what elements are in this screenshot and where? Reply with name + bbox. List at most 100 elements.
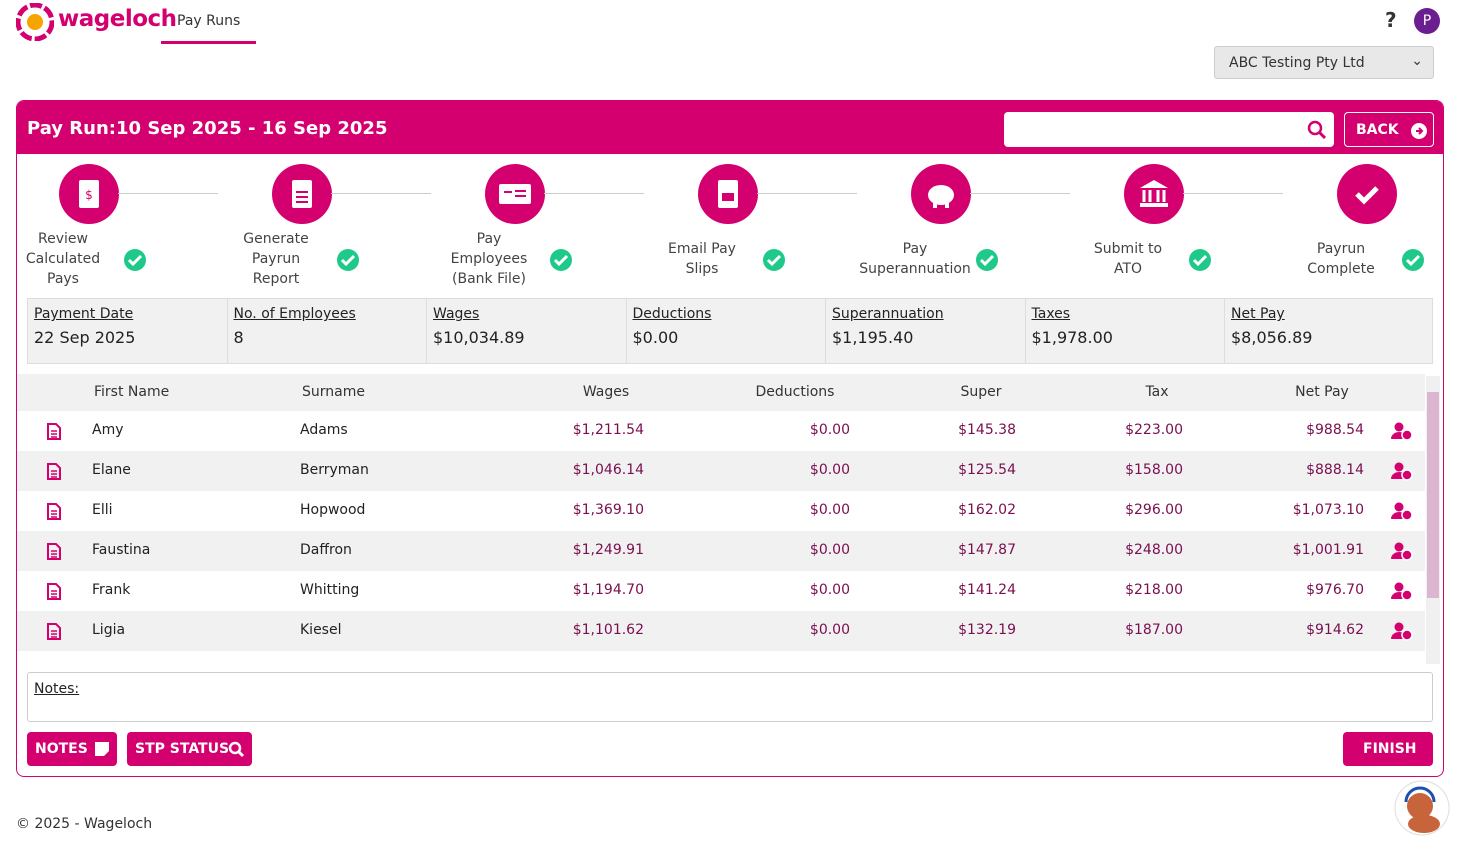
- avatar[interactable]: P: [1414, 8, 1440, 34]
- column-header: Super: [960, 384, 1002, 400]
- step-glyph: [928, 185, 954, 208]
- back-label: BACK: [1356, 122, 1399, 138]
- chat-mascot[interactable]: [1394, 780, 1450, 836]
- step-label-line: Email Pay: [668, 241, 736, 257]
- table-cell: $0.00: [809, 582, 850, 598]
- step-label-line: Slips: [685, 261, 719, 277]
- step-label: Email Pay Slips: [637, 239, 767, 279]
- summary-cell: Net Pay $8,056.89: [1225, 299, 1425, 363]
- summary-cell: Deductions $0.00: [627, 299, 826, 363]
- summary-value: $10,034.89: [433, 328, 525, 347]
- payslip-icon: [47, 623, 61, 640]
- step-icon: [485, 164, 545, 224]
- summary-cell: Wages $10,034.89: [427, 299, 627, 363]
- step-connector: [1183, 193, 1283, 194]
- step-label-line: Superannuation: [859, 261, 971, 277]
- table-cell: Elane: [92, 462, 131, 478]
- summary-cell: Taxes $1,978.00: [1026, 299, 1225, 363]
- table-cell: $1,046.14: [572, 462, 644, 478]
- payslip-icon: [47, 423, 61, 440]
- table-row[interactable]: Elane Berryman $1,046.14 $0.00 $125.54 $158.0…: [17, 451, 1425, 491]
- step-glyph: [1140, 180, 1168, 207]
- notes-button[interactable]: NOTES: [27, 732, 117, 766]
- table-cell: $914.62: [1306, 622, 1364, 638]
- table-row[interactable]: Frank Whitting $1,194.70 $0.00 $141.24 $218.0…: [17, 571, 1425, 611]
- table-cell: Kiesel: [300, 622, 342, 638]
- summary: Payment Date 22 Sep 2025 No. of Employees 8…: [27, 298, 1433, 364]
- payrun-label: Pay Run:: [27, 118, 116, 139]
- payrun-period: 10 Sep 2025 - 16 Sep 2025: [116, 118, 388, 139]
- step-label-line: Submit to: [1093, 241, 1163, 257]
- step-label-line: Payrun: [251, 251, 301, 267]
- column-header: Surname: [302, 384, 365, 400]
- search-input[interactable]: [1004, 112, 1334, 147]
- summary-label: Superannuation: [832, 306, 944, 322]
- notes-button-label: NOTES: [35, 741, 88, 757]
- table-row[interactable]: Amy Adams $1,211.54 $0.00 $145.38 $223.00 $988…: [17, 411, 1425, 451]
- step-glyph: [292, 180, 312, 208]
- step-label-line: (Bank File): [452, 271, 526, 287]
- back-button[interactable]: BACK: [1344, 112, 1434, 147]
- step-glyph: $: [79, 180, 99, 208]
- step-label-line: Review: [38, 231, 88, 247]
- step-connector: [970, 193, 1070, 194]
- table-cell: $888.14: [1306, 462, 1364, 478]
- logo: [16, 3, 54, 41]
- nav-tab[interactable]: Pay Runs: [161, 0, 256, 44]
- finish-button[interactable]: FINISH: [1343, 732, 1433, 766]
- employee-action-icon: [1391, 542, 1413, 561]
- table-cell: $132.19: [958, 622, 1016, 638]
- table-cell: $976.70: [1306, 582, 1364, 598]
- step-label: Review Calculated Pays: [17, 229, 128, 289]
- summary-value: $8,056.89: [1231, 328, 1313, 347]
- table-cell: $1,211.54: [572, 422, 644, 438]
- step-icon: [1124, 164, 1184, 224]
- summary-label: Wages: [433, 306, 480, 322]
- employee-table: First Name Surname Wages Deductions Super Tax…: [17, 374, 1443, 664]
- employee-action-icon: [1391, 622, 1413, 641]
- step-check: [550, 249, 572, 271]
- table-cell: $248.00: [1125, 542, 1183, 558]
- step-icon: [911, 164, 971, 224]
- employee-action-icon: [1391, 462, 1413, 481]
- step-label-line: Pays: [47, 271, 79, 287]
- table-cell: Faustina: [92, 542, 151, 558]
- step-connector: [757, 193, 857, 194]
- table-cell: $223.00: [1125, 422, 1183, 438]
- table-cell: $988.54: [1306, 422, 1364, 438]
- table-cell: $1,249.91: [572, 542, 644, 558]
- table-row[interactable]: Ligia Kiesel $1,101.62 $0.00 $132.19 $187.00 $…: [17, 611, 1425, 651]
- table-cell: $147.87: [958, 542, 1016, 558]
- summary-label: No. of Employees: [233, 306, 356, 322]
- table-cell: $0.00: [809, 542, 850, 558]
- table-row[interactable]: Faustina Daffron $1,249.91 $0.00 $147.87 $248…: [17, 531, 1425, 571]
- table-cell: $218.00: [1125, 582, 1183, 598]
- table-cell: $141.24: [958, 582, 1016, 598]
- column-header: Net Pay: [1295, 384, 1349, 400]
- table-cell: Adams: [300, 422, 348, 438]
- step-label-line: Payrun: [1316, 241, 1366, 257]
- step-connector: [544, 193, 644, 194]
- notes-box[interactable]: Notes:: [27, 672, 1433, 722]
- payrun-bar: Pay Run: 10 Sep 2025 - 16 Sep 2025 BACK: [17, 101, 1443, 154]
- step-check: [1402, 249, 1424, 271]
- help-button[interactable]: ?: [1385, 8, 1397, 32]
- company-select[interactable]: ABC Testing Pty Ltd ⌄: [1214, 46, 1434, 79]
- step-label-line: Pay: [476, 231, 502, 247]
- table-cell: $1,073.10: [1292, 502, 1364, 518]
- scrollbar[interactable]: [1426, 376, 1440, 664]
- table-cell: $162.02: [958, 502, 1016, 518]
- table-row[interactable]: Elli Hopwood $1,369.10 $0.00 $162.02 $296.00 $…: [17, 491, 1425, 531]
- step-label-line: Calculated: [25, 251, 101, 267]
- scroll-thumb[interactable]: [1427, 392, 1439, 598]
- summary-label: Taxes: [1031, 306, 1071, 322]
- column-header: Wages: [582, 384, 630, 400]
- stp-button[interactable]: STP STATUS: [127, 732, 252, 766]
- table-cell: Berryman: [300, 462, 369, 478]
- step-check: [1189, 249, 1211, 271]
- summary-label: Payment Date: [34, 306, 134, 322]
- table-cell: Hopwood: [300, 502, 366, 518]
- table-cell: $187.00: [1125, 622, 1183, 638]
- step-label-line: Employees: [450, 251, 528, 267]
